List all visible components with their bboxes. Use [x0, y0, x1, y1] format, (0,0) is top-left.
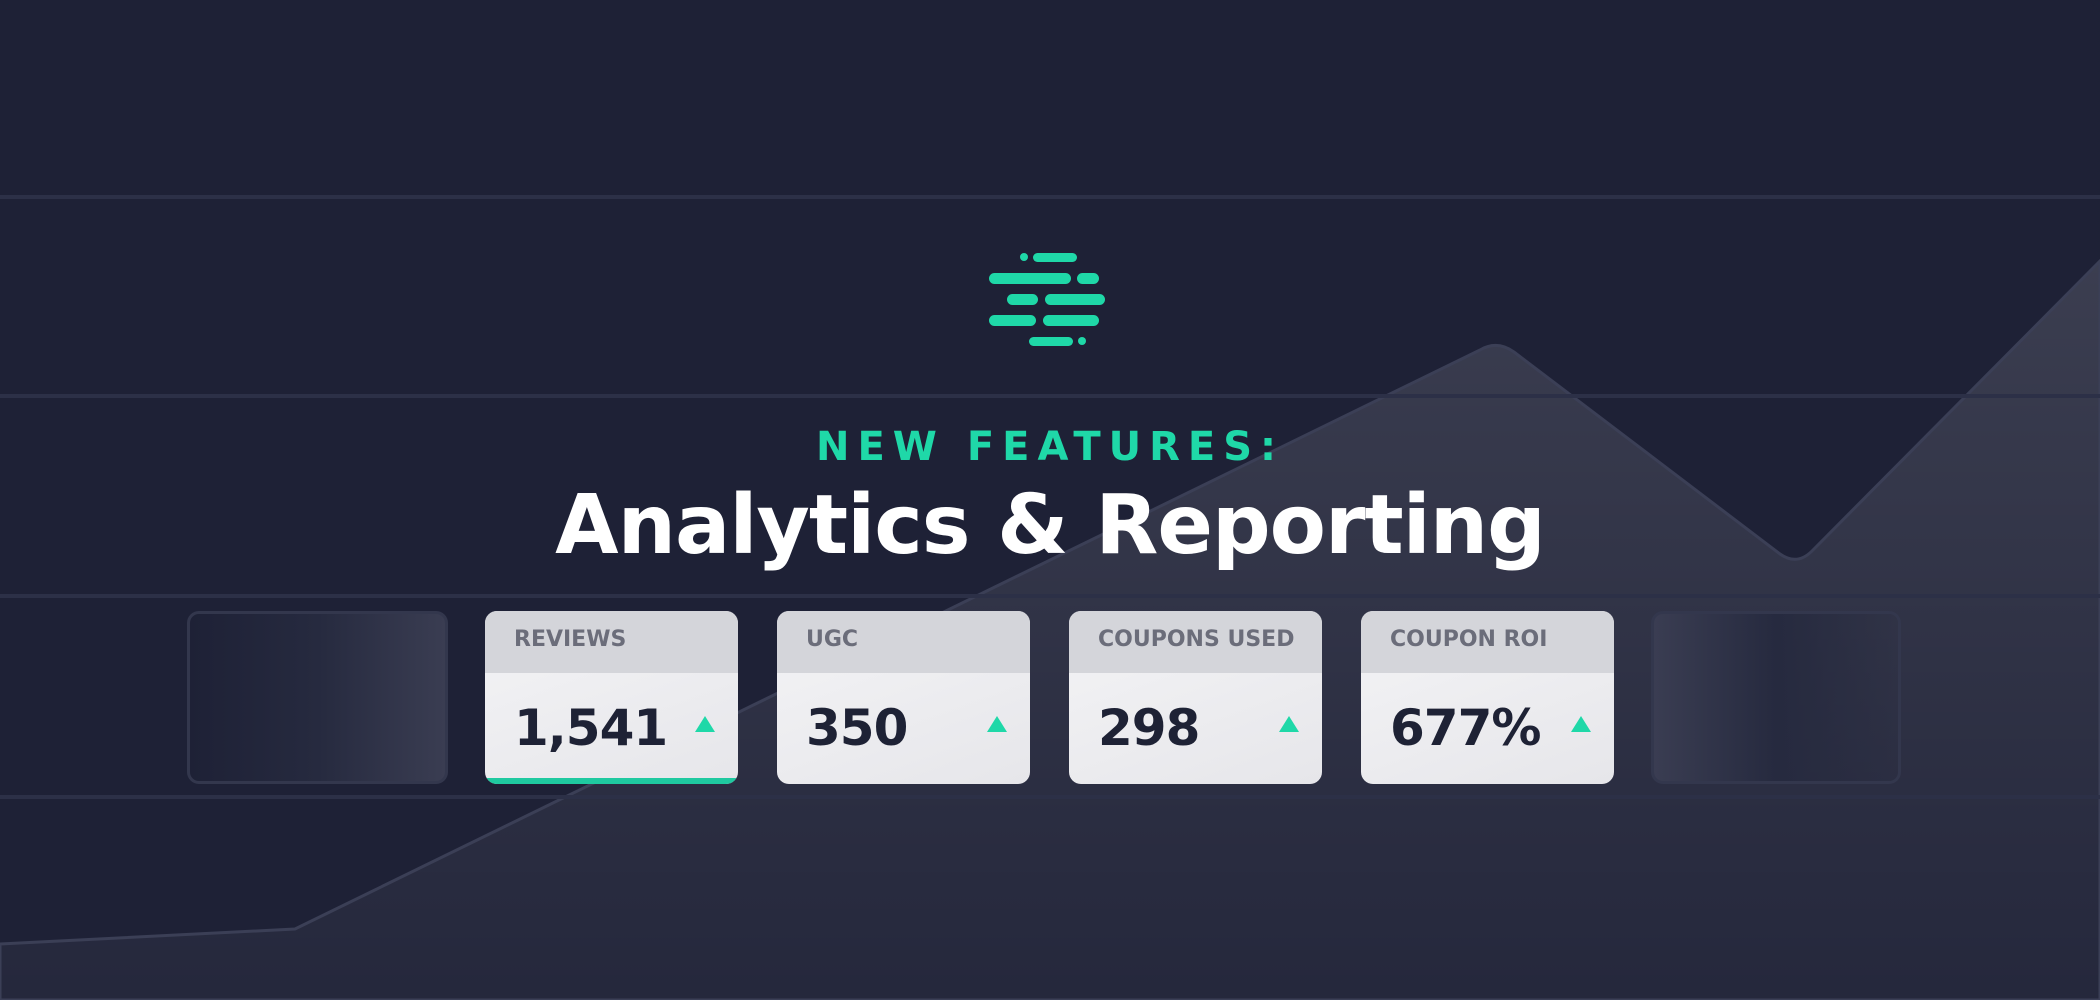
card-value: 298	[1098, 699, 1200, 757]
card-value: 350	[806, 699, 908, 757]
card-header	[1361, 611, 1614, 673]
triangle	[987, 716, 1007, 732]
rules	[0, 195, 2100, 799]
card-value: 1,541	[514, 699, 668, 757]
trend-up-icon	[1571, 716, 1591, 732]
card-label: UGC	[806, 627, 859, 652]
trend-up-icon	[1279, 716, 1299, 732]
ghost-card	[1651, 611, 1901, 784]
stat-card: COUPON ROI 677%	[1361, 611, 1614, 784]
stat-card: REVIEWS 1,541	[485, 611, 738, 784]
headline: Analytics & Reporting	[555, 478, 1546, 573]
card-value: 677%	[1390, 699, 1541, 757]
card-label: COUPONS USED	[1098, 627, 1295, 652]
eyebrow: NEW FEATURES:	[815, 424, 1285, 470]
card-label: REVIEWS	[514, 627, 627, 652]
logo	[989, 253, 1105, 346]
mountain	[0, 258, 2100, 1000]
triangle	[1571, 716, 1591, 732]
stat-card: COUPONS USED 298	[1069, 611, 1322, 784]
triangle	[695, 716, 715, 732]
active-indicator	[485, 778, 738, 784]
triangle	[1279, 716, 1299, 732]
card-label: COUPON ROI	[1390, 627, 1548, 652]
stat-card: UGC 350	[777, 611, 1030, 784]
trend-up-icon	[695, 716, 715, 732]
ghost-card	[187, 611, 448, 784]
card-header	[1069, 611, 1322, 673]
card-header	[777, 611, 1030, 673]
card-header	[485, 611, 738, 673]
trend-up-icon	[987, 716, 1007, 732]
